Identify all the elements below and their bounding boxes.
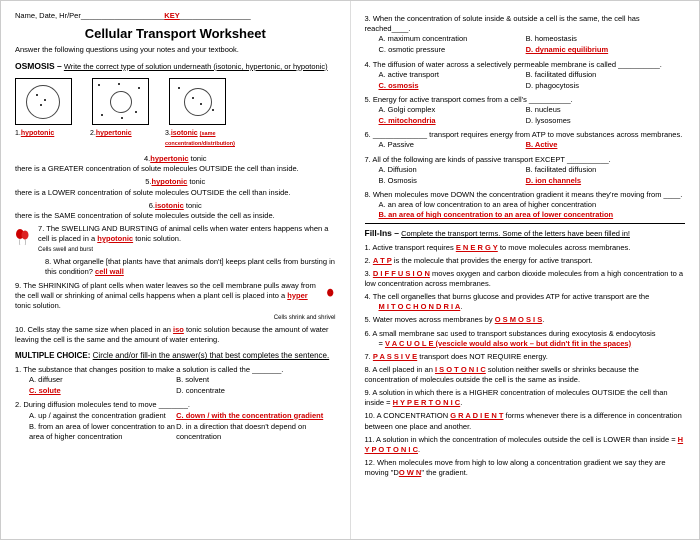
fillins-header: Fill-Ins – Complete the transport terms.…	[365, 228, 686, 239]
d2-label: 2.hypertonic	[90, 129, 145, 148]
q6: 6.isotonic tonicthere is the SAME concen…	[15, 201, 336, 221]
left-column: Name, Date, Hr/Per____________________KE…	[1, 1, 351, 539]
f3: 3. D I F F U S I O N moves oxygen and ca…	[365, 269, 686, 289]
worksheet: Name, Date, Hr/Per____________________KE…	[0, 0, 700, 540]
d3-label: 3.isotonic (same concentration/distribut…	[165, 129, 220, 148]
q9: 9. The SHRINKING of plant cells when wat…	[15, 281, 336, 311]
osmosis-header: OSMOSIS – Write the correct type of solu…	[15, 61, 336, 72]
f6: 6. A small membrane sac used to transpor…	[365, 329, 686, 349]
title: Cellular Transport Worksheet	[15, 25, 336, 43]
r-q8: 8. When molecules move DOWN the concentr…	[365, 190, 686, 220]
mc-q2: 2. During diffusion molecules tend to mo…	[15, 400, 336, 443]
mc-q1: 1. The substance that changes position t…	[15, 365, 336, 397]
q4: 4.hypertonic tonicthere is a GREATER con…	[15, 154, 336, 174]
r-q7: 7. All of the following are kinds of pas…	[365, 155, 686, 187]
f12: 12. When molecules move from high to low…	[365, 458, 686, 478]
f10: 10. A CONCENTRATION G R A D I E N T form…	[365, 411, 686, 431]
r-q4: 4. The diffusion of water across a selec…	[365, 60, 686, 92]
q7: 7. The SWELLING AND BURSTING of animal c…	[15, 224, 336, 254]
r-q3: 3. When the concentration of solute insi…	[365, 14, 686, 57]
diagram-1	[15, 78, 72, 125]
f1: 1. Active transport requires E N E R G Y…	[365, 243, 686, 253]
r-q5: 5. Energy for active transport comes fro…	[365, 95, 686, 127]
diagram-3	[169, 78, 226, 125]
balloon-icon	[15, 224, 30, 250]
subtitle: Answer the following questions using you…	[15, 45, 336, 55]
mc-header: MULTIPLE CHOICE: Circle and/or fill-in t…	[15, 351, 336, 362]
f2: 2. A T P is the molecule that provides t…	[365, 256, 686, 266]
name-line: Name, Date, Hr/Per____________________KE…	[15, 11, 336, 21]
diagram-labels: 1.hypotonic 2.hypertonic 3.isotonic (sam…	[15, 129, 336, 148]
f5: 5. Water moves across membranes by O S M…	[365, 315, 686, 325]
f9: 9. A solution in which there is a HIGHER…	[365, 388, 686, 408]
divider	[365, 223, 686, 224]
q10: 10. Cells stay the same size when placed…	[15, 325, 336, 345]
r-q6: 6. _____________ transport requires ener…	[365, 130, 686, 151]
q5: 5.hypotonic tonicthere is a LOWER concen…	[15, 177, 336, 197]
f11: 11. A solution in which the concentratio…	[365, 435, 686, 455]
diagram-2	[92, 78, 149, 125]
q8: 8. What organelle [that plants have that…	[45, 257, 336, 277]
f8: 8. A cell placed in an I S O T O N I C s…	[365, 365, 686, 385]
right-column: 3. When the concentration of solute insi…	[351, 1, 700, 539]
shrink-caption: Cells shrink and shrivel	[15, 314, 336, 322]
f7: 7. P A S S I V E transport does NOT REQU…	[365, 352, 686, 362]
diagrams	[15, 78, 336, 125]
f4: 4. The cell organelles that burns glucos…	[365, 292, 686, 312]
d1-label: 1.hypotonic	[15, 129, 70, 148]
shrink-icon	[325, 281, 335, 307]
